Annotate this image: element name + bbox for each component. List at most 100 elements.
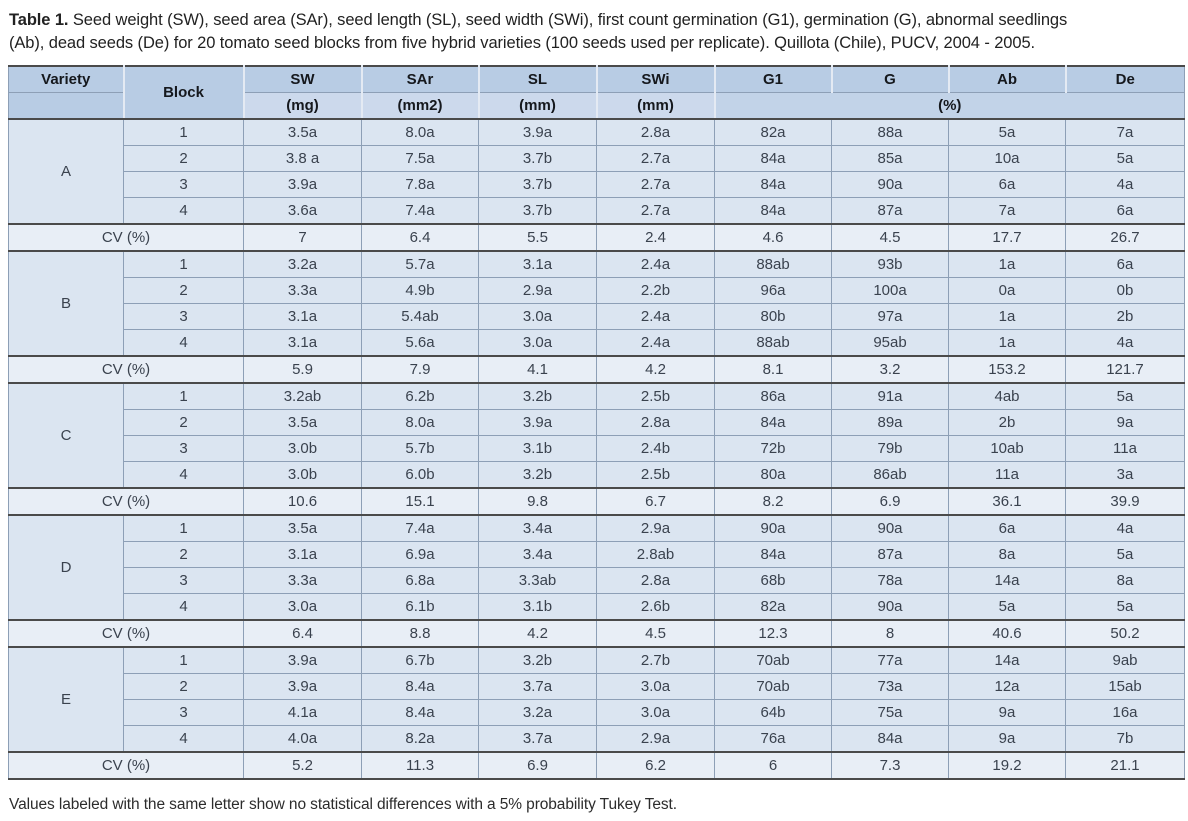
col-header-variety: Variety bbox=[8, 66, 125, 93]
data-cell: 2.9a bbox=[596, 725, 715, 753]
block-number: 1 bbox=[123, 118, 244, 146]
cv-value: 8.8 bbox=[361, 619, 479, 648]
data-cell: 77a bbox=[831, 646, 949, 674]
data-cell: 3.0b bbox=[243, 461, 362, 489]
data-cell: 3.1a bbox=[243, 303, 362, 330]
data-cell: 3.3ab bbox=[478, 567, 597, 594]
data-cell: 6.0b bbox=[361, 461, 479, 489]
data-cell: 3.5a bbox=[243, 514, 362, 542]
data-cell: 3.7b bbox=[478, 145, 597, 172]
table-footnote: Values labeled with the same letter show… bbox=[9, 796, 677, 813]
data-cell: 70ab bbox=[714, 673, 832, 700]
cv-value: 19.2 bbox=[948, 751, 1066, 780]
data-cell: 14a bbox=[948, 646, 1066, 674]
data-cell: 3.1a bbox=[478, 250, 597, 278]
block-row: 3 4.1a 8.4a 3.2a 3.0a 64b 75a 9a 16a bbox=[9, 699, 1185, 726]
data-cell: 1a bbox=[948, 250, 1066, 278]
data-cell: 4.1a bbox=[243, 699, 362, 726]
data-cell: 84a bbox=[714, 171, 832, 198]
cv-value: 4.2 bbox=[596, 355, 715, 384]
data-cell: 3.1a bbox=[243, 329, 362, 357]
col-header-sl: SL bbox=[478, 66, 598, 93]
data-cell: 7a bbox=[948, 197, 1066, 225]
col-header-g1: G1 bbox=[714, 66, 833, 93]
block-number: 3 bbox=[123, 303, 244, 330]
block-number: 4 bbox=[123, 197, 244, 225]
data-cell: 3.5a bbox=[243, 118, 362, 146]
cv-value: 40.6 bbox=[948, 619, 1066, 648]
data-cell: 3.9a bbox=[243, 673, 362, 700]
data-cell: 9ab bbox=[1065, 646, 1185, 674]
block-number: 4 bbox=[123, 593, 244, 621]
data-cell: 0b bbox=[1065, 277, 1185, 304]
data-cell: 4a bbox=[1065, 329, 1185, 357]
cv-value: 121.7 bbox=[1065, 355, 1185, 384]
cv-value: 6.2 bbox=[596, 751, 715, 780]
block-number: 4 bbox=[123, 725, 244, 753]
data-cell: 7.5a bbox=[361, 145, 479, 172]
cv-value: 7 bbox=[243, 223, 362, 252]
col-header-g: G bbox=[831, 66, 950, 93]
cv-value: 10.6 bbox=[243, 487, 362, 516]
cv-value: 4.2 bbox=[478, 619, 597, 648]
data-cell: 10a bbox=[948, 145, 1066, 172]
cv-value: 26.7 bbox=[1065, 223, 1185, 252]
cv-row: CV (%) 6.4 8.8 4.2 4.5 12.3 8 40.6 50.2 bbox=[8, 619, 1185, 648]
cv-label: CV (%) bbox=[8, 355, 244, 384]
cv-label: CV (%) bbox=[8, 751, 244, 780]
data-cell: 3.3a bbox=[243, 277, 362, 304]
header-row-units: (mg) (mm2) (mm) (mm) (%) bbox=[8, 92, 1185, 120]
data-cell: 3.9a bbox=[478, 118, 597, 146]
block-number: 2 bbox=[123, 145, 244, 172]
block-row: E 1 3.9a 6.7b 3.2b 2.7b 70ab 77a 14a 9ab bbox=[8, 646, 1185, 753]
data-cell: 2.4a bbox=[596, 329, 715, 357]
block-row: 2 3.8 a 7.5a 3.7b 2.7a 84a 85a 10a 5a bbox=[9, 145, 1185, 172]
data-cell: 16a bbox=[1065, 699, 1185, 726]
data-cell: 79b bbox=[831, 435, 949, 462]
data-cell: 7.4a bbox=[361, 514, 479, 542]
cv-value: 17.7 bbox=[948, 223, 1066, 252]
data-cell: 3.2b bbox=[478, 382, 597, 410]
block-row: 4 3.0a 6.1b 3.1b 2.6b 82a 90a 5a 5a bbox=[9, 593, 1185, 621]
data-cell: 2.4a bbox=[596, 250, 715, 278]
cv-value: 6.9 bbox=[478, 751, 597, 780]
cv-value: 6.4 bbox=[243, 619, 362, 648]
block-number: 3 bbox=[123, 171, 244, 198]
data-cell: 5.7b bbox=[361, 435, 479, 462]
col-header-sw: SW bbox=[243, 66, 363, 93]
block-number: 2 bbox=[123, 673, 244, 700]
data-cell: 88a bbox=[831, 118, 949, 146]
block-row: 4 3.1a 5.6a 3.0a 2.4a 88ab 95ab 1a 4a bbox=[9, 329, 1185, 357]
data-cell: 73a bbox=[831, 673, 949, 700]
cv-value: 4.6 bbox=[714, 223, 832, 252]
data-cell: 6.7b bbox=[361, 646, 479, 674]
data-cell: 88ab bbox=[714, 329, 832, 357]
cv-value: 153.2 bbox=[948, 355, 1066, 384]
unit-percent: (%) bbox=[714, 92, 1185, 120]
table-body: A 1 3.5a 8.0a 3.9a 2.8a 82a 88a 5a 7a 2 3.8 a 7.5a 3.… bbox=[8, 118, 1185, 780]
data-cell: 90a bbox=[831, 593, 949, 621]
block-row: 4 3.0b 6.0b 3.2b 2.5b 80a 86ab 11a 3a bbox=[9, 461, 1185, 489]
data-cell: 1a bbox=[948, 329, 1066, 357]
data-cell: 5a bbox=[1065, 145, 1185, 172]
cv-value: 5.5 bbox=[478, 223, 597, 252]
data-cell: 9a bbox=[948, 699, 1066, 726]
data-cell: 7b bbox=[1065, 725, 1185, 753]
cv-value: 21.1 bbox=[1065, 751, 1185, 780]
block-number: 4 bbox=[123, 329, 244, 357]
block-number: 2 bbox=[123, 541, 244, 568]
data-cell: 97a bbox=[831, 303, 949, 330]
data-cell: 68b bbox=[714, 567, 832, 594]
data-cell: 3.0b bbox=[243, 435, 362, 462]
data-cell: 3.9a bbox=[243, 171, 362, 198]
data-cell: 5a bbox=[1065, 541, 1185, 568]
data-cell: 96a bbox=[714, 277, 832, 304]
block-number: 3 bbox=[123, 699, 244, 726]
col-header-sar: SAr bbox=[361, 66, 480, 93]
data-cell: 90a bbox=[831, 171, 949, 198]
col-header-ab: Ab bbox=[948, 66, 1067, 93]
cv-value: 15.1 bbox=[361, 487, 479, 516]
cv-value: 8.2 bbox=[714, 487, 832, 516]
seed-data-table: Variety Block SW SAr SL SWi G1 G Ab De (… bbox=[8, 65, 1185, 780]
data-cell: 87a bbox=[831, 197, 949, 225]
